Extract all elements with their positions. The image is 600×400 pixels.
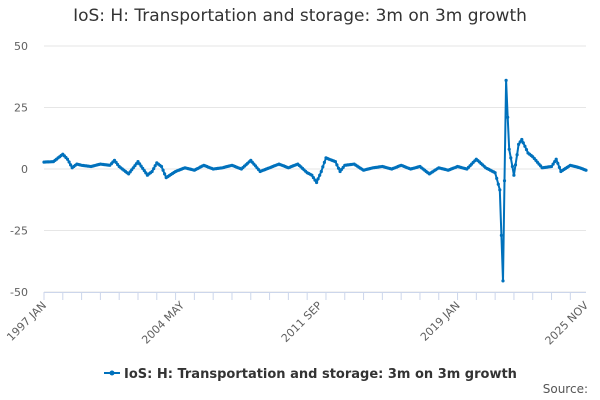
data-point[interactable] <box>310 173 314 177</box>
data-point[interactable] <box>512 173 516 177</box>
data-point[interactable] <box>506 115 510 119</box>
data-point[interactable] <box>498 188 502 192</box>
data-point[interactable] <box>553 160 557 164</box>
data-point[interactable] <box>163 172 167 176</box>
data-point[interactable] <box>517 142 521 146</box>
data-point[interactable] <box>316 177 320 181</box>
data-point[interactable] <box>515 153 519 157</box>
y-tick-label: 0 <box>21 163 28 176</box>
data-point[interactable] <box>518 140 522 144</box>
data-point[interactable] <box>153 164 157 168</box>
data-point[interactable] <box>321 165 325 169</box>
data-point[interactable] <box>311 176 315 180</box>
data-point[interactable] <box>142 169 146 173</box>
data-point[interactable] <box>521 141 525 145</box>
data-point[interactable] <box>333 160 337 164</box>
y-tick-label: 50 <box>14 40 28 53</box>
data-point[interactable] <box>551 162 555 166</box>
data-point[interactable] <box>159 164 164 169</box>
x-tick-label: 2025 NOV <box>543 299 592 348</box>
data-point[interactable] <box>499 233 503 237</box>
chart-title: IoS: H: Transportation and storage: 3m o… <box>73 6 527 26</box>
data-point[interactable] <box>152 167 156 171</box>
data-point[interactable] <box>318 173 322 177</box>
data-point[interactable] <box>502 179 507 183</box>
data-point[interactable] <box>523 144 527 148</box>
data-point[interactable] <box>335 163 339 167</box>
data-point[interactable] <box>504 78 508 82</box>
legend-marker-icon <box>109 370 115 376</box>
data-point[interactable] <box>493 171 497 175</box>
data-point[interactable] <box>69 163 73 167</box>
data-point[interactable] <box>65 157 70 161</box>
data-point[interactable] <box>584 168 588 172</box>
data-point[interactable] <box>319 169 323 174</box>
data-point[interactable] <box>141 166 145 170</box>
data-point[interactable] <box>495 176 499 180</box>
x-tick-label: 2004 MAY <box>139 299 187 347</box>
data-point[interactable] <box>510 164 514 169</box>
data-point[interactable] <box>524 148 529 152</box>
y-tick-label: -50 <box>10 286 28 299</box>
data-point[interactable] <box>144 171 148 175</box>
data-point[interactable] <box>315 180 319 185</box>
x-tick-label: 2019 JAN <box>418 299 463 344</box>
data-point[interactable] <box>501 279 505 283</box>
data-point[interactable] <box>507 147 511 151</box>
data-point[interactable] <box>554 157 558 161</box>
data-point[interactable] <box>496 182 500 186</box>
data-point[interactable] <box>520 137 524 142</box>
data-point[interactable] <box>139 164 143 168</box>
data-point[interactable] <box>556 161 560 165</box>
y-tick-label: -25 <box>10 225 28 238</box>
data-point[interactable] <box>549 164 554 169</box>
data-point[interactable] <box>322 160 326 164</box>
data-point[interactable] <box>67 160 71 164</box>
data-point[interactable] <box>161 168 165 172</box>
data-point[interactable] <box>557 165 562 169</box>
legend[interactable]: IoS: H: Transportation and storage: 3m o… <box>104 367 517 382</box>
data-point[interactable] <box>513 163 518 167</box>
series-layer <box>42 78 588 283</box>
data-point[interactable] <box>150 169 154 174</box>
legend-label[interactable]: IoS: H: Transportation and storage: 3m o… <box>124 367 517 382</box>
y-tick-label: 25 <box>14 102 28 115</box>
data-point[interactable] <box>509 156 513 160</box>
data-point[interactable] <box>136 160 140 164</box>
x-tick-label: 1997 JAN <box>4 299 49 344</box>
data-point[interactable] <box>336 166 341 170</box>
x-tick-label: 2011 SEP <box>279 299 325 345</box>
data-point[interactable] <box>313 178 317 182</box>
source-credit[interactable]: Source: <box>543 382 588 396</box>
